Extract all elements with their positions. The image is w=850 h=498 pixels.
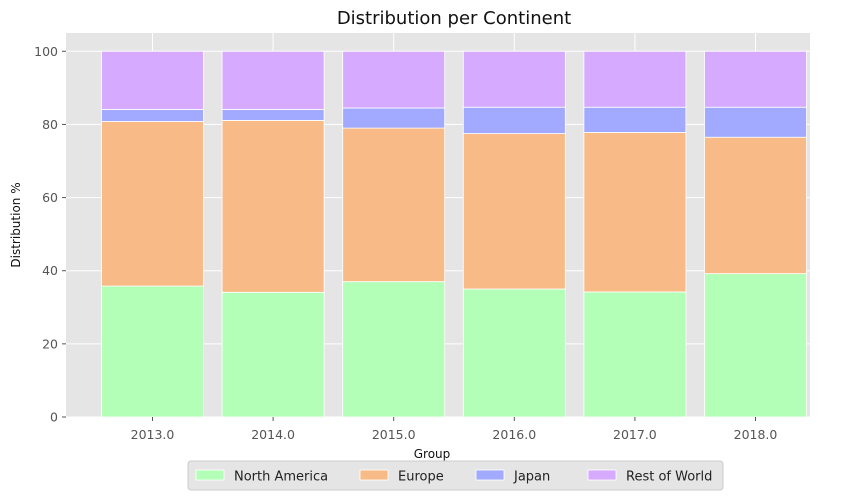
bar-segment <box>101 285 204 418</box>
bar-segment <box>462 133 566 290</box>
x-tick-label: 2014.0 <box>251 427 295 442</box>
x-axis-ticks: 2013.0 2014.0 2015.0 2016.0 2017.0 2018.0 <box>131 417 778 442</box>
bar-segment <box>342 50 446 109</box>
bar-segment <box>704 273 807 418</box>
legend-entry-label: North America <box>234 470 328 485</box>
bar-segment <box>583 132 687 293</box>
bar-segment <box>101 121 204 287</box>
bar-segment <box>583 291 687 418</box>
y-tick-label: 40 <box>42 263 58 278</box>
legend-entry-label: Rest of World <box>626 470 712 485</box>
bar-segment <box>101 109 204 122</box>
y-tick-label: 80 <box>42 117 58 132</box>
bar-segment <box>101 50 204 110</box>
legend-swatch <box>475 469 505 481</box>
bar-segment <box>704 136 807 275</box>
bar-segment <box>342 127 446 283</box>
bar-segment <box>583 106 687 133</box>
y-tick-label: 0 <box>50 410 58 425</box>
bar-segment <box>342 281 446 418</box>
legend-entry-label: Japan <box>513 470 550 485</box>
legend-entry-label: Europe <box>398 470 444 485</box>
bar-segment <box>704 106 807 138</box>
bar-segment <box>221 50 325 110</box>
bar-segment <box>342 107 446 129</box>
x-tick-label: 2015.0 <box>372 427 416 442</box>
legend-box <box>187 460 724 491</box>
bar-segment <box>583 50 687 108</box>
x-tick-label: 2013.0 <box>131 427 175 442</box>
bar-segment <box>221 291 325 418</box>
bar-segment <box>462 288 566 418</box>
bar-segment <box>221 120 325 293</box>
y-tick-label: 60 <box>42 190 58 205</box>
chart-title: Distribution per Continent <box>337 8 571 29</box>
x-axis-label: Group <box>414 447 451 461</box>
y-tick-label: 100 <box>34 44 58 59</box>
y-axis-ticks: 0 20 40 60 80 100 <box>34 44 66 425</box>
bar-segment <box>462 50 566 108</box>
legend: North America Europe Japan Rest of World <box>187 460 724 491</box>
x-tick-label: 2018.0 <box>734 427 778 442</box>
x-tick-label: 2016.0 <box>492 427 536 442</box>
legend-swatch <box>195 469 225 481</box>
y-axis-label: Distribution % <box>9 182 23 267</box>
bar-segment <box>462 106 566 134</box>
bars <box>101 50 807 418</box>
legend-swatch <box>359 469 389 481</box>
bar-segment <box>221 109 325 121</box>
legend-swatch <box>587 469 617 481</box>
y-tick-label: 20 <box>42 336 58 351</box>
x-tick-label: 2017.0 <box>613 427 657 442</box>
bar-segment <box>704 50 807 108</box>
